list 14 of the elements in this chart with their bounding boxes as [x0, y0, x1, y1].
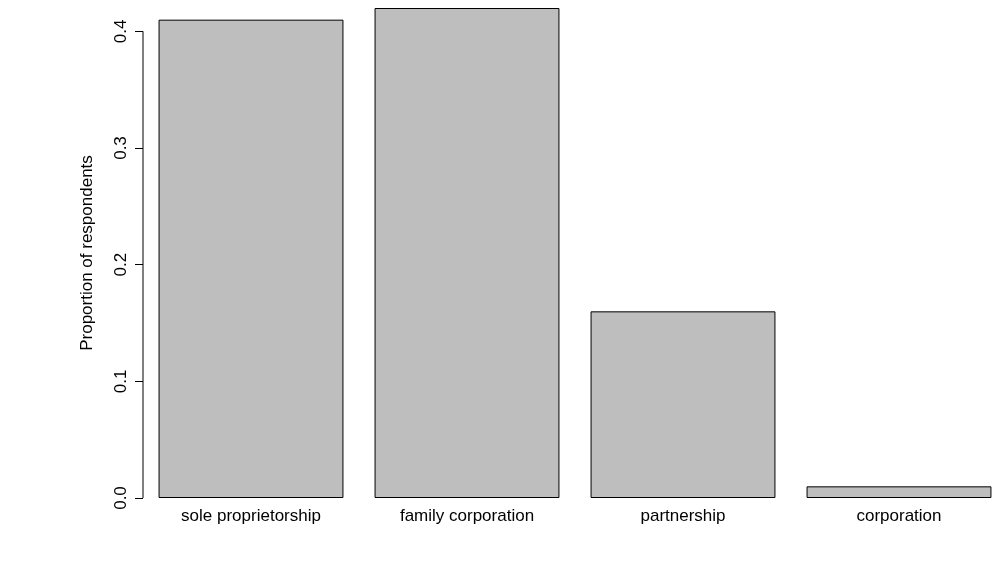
y-tick-label: 0.0: [111, 486, 130, 510]
y-tick-label: 0.2: [111, 252, 130, 277]
bar: [806, 486, 992, 498]
x-tick-label: family corporation: [399, 505, 535, 525]
x-tick-label: corporation: [856, 505, 942, 525]
y-tick-label: 0.1: [111, 369, 130, 394]
y-tick-label: 0.3: [111, 136, 130, 160]
bar: [158, 19, 344, 498]
y-axis-title: Proportion of respondents: [77, 155, 96, 351]
bar: [374, 8, 560, 498]
x-tick-label: sole proprietorship: [181, 505, 321, 525]
y-tick-label: 0.4: [111, 19, 130, 44]
bar: [590, 311, 776, 498]
x-tick-label: partnership: [640, 505, 726, 525]
